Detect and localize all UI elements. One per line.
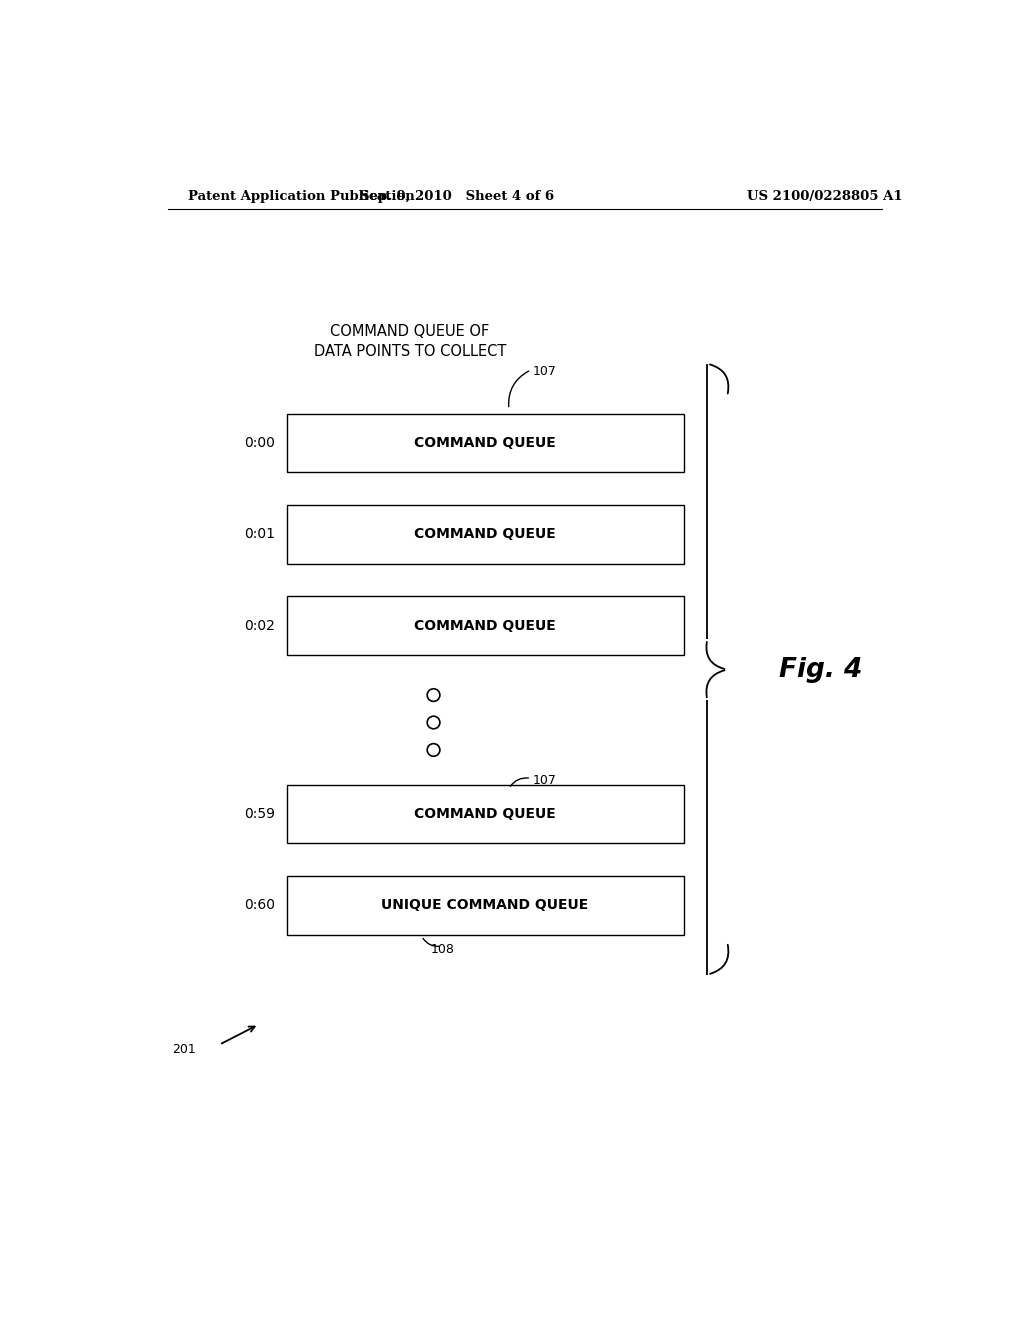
Text: Fig. 4: Fig. 4: [778, 656, 862, 682]
Text: 107: 107: [532, 774, 557, 787]
Text: 201: 201: [172, 1043, 196, 1056]
Text: 0:01: 0:01: [244, 528, 274, 541]
Text: COMMAND QUEUE: COMMAND QUEUE: [415, 807, 556, 821]
Text: UNIQUE COMMAND QUEUE: UNIQUE COMMAND QUEUE: [382, 899, 589, 912]
Bar: [287, 506, 684, 564]
Bar: [287, 413, 684, 473]
Text: COMMAND QUEUE: COMMAND QUEUE: [415, 619, 556, 634]
Text: 107: 107: [532, 366, 557, 379]
Text: Sep. 9, 2010   Sheet 4 of 6: Sep. 9, 2010 Sheet 4 of 6: [360, 190, 554, 202]
Bar: [287, 784, 684, 843]
Text: 108: 108: [431, 942, 455, 956]
Bar: [287, 597, 684, 656]
Text: US 2100/0228805 A1: US 2100/0228805 A1: [748, 190, 902, 202]
Text: COMMAND QUEUE: COMMAND QUEUE: [415, 528, 556, 541]
Text: 0:02: 0:02: [244, 619, 274, 634]
Text: 0:00: 0:00: [244, 436, 274, 450]
Text: DATA POINTS TO COLLECT: DATA POINTS TO COLLECT: [313, 345, 506, 359]
Text: COMMAND QUEUE: COMMAND QUEUE: [415, 436, 556, 450]
Bar: [287, 876, 684, 935]
Text: 0:59: 0:59: [244, 807, 274, 821]
Text: COMMAND QUEUE OF: COMMAND QUEUE OF: [330, 323, 489, 339]
Text: Patent Application Publication: Patent Application Publication: [187, 190, 415, 202]
Text: 0:60: 0:60: [244, 899, 274, 912]
